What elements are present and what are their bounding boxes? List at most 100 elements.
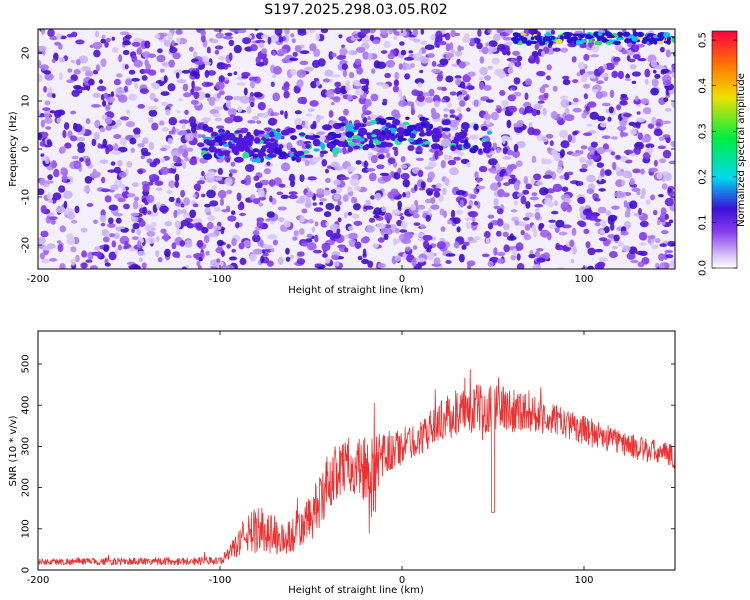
- spectrogram-cell: [272, 51, 277, 56]
- spectrogram-cell: [88, 78, 95, 86]
- spectrogram-cell: [294, 45, 302, 53]
- spectrogram-cell: [224, 117, 234, 124]
- spectrogram-cell: [52, 192, 62, 201]
- spectrogram-cell: [175, 29, 183, 35]
- spectrogram-y-tick-label: 20: [21, 47, 32, 60]
- spectrogram-cell: [431, 60, 437, 67]
- spectrogram-cell: [168, 180, 176, 188]
- spectrogram-cell: [539, 187, 549, 196]
- spectrogram-cell: [216, 239, 224, 247]
- spectrogram-cell: [354, 241, 362, 249]
- spectrogram-cell: [670, 140, 675, 148]
- spectrogram-cell: [93, 49, 101, 58]
- spectrogram-cell: [387, 191, 396, 199]
- spectrogram-cell: [577, 196, 586, 205]
- spectrogram-cell: [311, 226, 316, 232]
- spectrogram-band-cell: [402, 121, 410, 126]
- spectrogram-cell: [661, 183, 668, 190]
- spectrogram-cell: [531, 192, 538, 197]
- spectrogram-cell: [567, 134, 572, 143]
- spectrogram-cell: [188, 116, 196, 125]
- spectrogram-cell: [206, 46, 211, 54]
- spectrogram-cell: [204, 203, 211, 208]
- spectrogram-cell: [385, 152, 391, 159]
- spectrogram-cell: [270, 247, 275, 253]
- spectrogram-cell: [631, 80, 637, 84]
- spectrogram-cell: [616, 104, 622, 111]
- spectrogram-cell: [634, 95, 639, 102]
- spectrogram-cell: [394, 227, 400, 234]
- spectrogram-cell: [393, 79, 399, 87]
- spectrogram-cell: [71, 155, 79, 160]
- spectrogram-cell: [51, 93, 56, 99]
- spectrogram-cell: [193, 253, 203, 259]
- spectrogram-cell: [401, 62, 409, 71]
- spectrogram-y-tick-label: 0: [21, 146, 32, 152]
- spectrogram-cell: [171, 242, 177, 250]
- spectrogram-cell: [190, 89, 195, 96]
- spectrogram-cell: [123, 85, 129, 93]
- spectrogram-cell: [102, 236, 110, 243]
- spectrogram-cell: [75, 254, 80, 263]
- spectrogram-cell: [272, 239, 278, 246]
- spectrogram-band-cell: [313, 148, 320, 152]
- spectrogram-band-cell: [225, 132, 236, 141]
- spectrogram-cell: [89, 265, 98, 269]
- spectrogram-cell: [632, 54, 641, 60]
- spectrogram-cell: [313, 77, 319, 82]
- spectrogram-cell: [157, 257, 163, 263]
- spectrogram-band-cell: [358, 137, 365, 142]
- spectrogram-cell: [214, 49, 220, 55]
- colorbar-tick-label: 0.1: [698, 214, 709, 230]
- spectrogram-cell: [468, 211, 478, 218]
- spectrogram-cell: [182, 83, 189, 92]
- spectrogram-cell: [382, 98, 388, 104]
- spectrogram-cell: [207, 70, 217, 76]
- spectrogram-line-cell: [544, 33, 552, 37]
- spectrogram-cell: [200, 34, 206, 43]
- spectrogram-cell: [597, 206, 607, 214]
- spectrogram-cell: [532, 264, 541, 269]
- spectrogram-cell: [134, 265, 141, 269]
- spectrogram-cell: [160, 91, 170, 96]
- spectrogram-cell: [41, 258, 51, 264]
- spectrogram-cell: [67, 68, 73, 73]
- spectrogram-band-cell: [481, 126, 488, 131]
- spectrogram-cell: [316, 188, 325, 195]
- spectrogram-cell: [601, 102, 611, 107]
- spectrogram-cell: [488, 46, 498, 53]
- spectrogram-cell: [133, 196, 140, 202]
- spectrogram-cell: [601, 219, 607, 229]
- spectrogram-cell: [353, 220, 363, 226]
- spectrogram-cell: [40, 153, 45, 158]
- spectrogram-cell: [496, 208, 504, 215]
- spectrogram-cell: [455, 77, 461, 86]
- spectrogram-cell: [427, 251, 435, 261]
- spectrogram-cell: [46, 243, 56, 249]
- spectrogram-cell: [104, 262, 111, 267]
- spectrogram-cell: [166, 168, 176, 174]
- spectrogram-cell: [44, 111, 50, 119]
- spectrogram-cell: [584, 204, 590, 210]
- spectrogram-cell: [662, 134, 671, 138]
- spectrogram-cell: [308, 132, 313, 137]
- spectrogram-cell: [369, 172, 377, 182]
- spectrogram-cell: [629, 63, 637, 70]
- spectrogram-cell: [436, 241, 446, 250]
- spectrogram-cell: [438, 194, 444, 202]
- spectrogram-cell: [240, 127, 249, 134]
- spectrogram-cell: [45, 180, 54, 184]
- spectrogram-cell: [626, 252, 636, 260]
- spectrogram-cell: [121, 190, 130, 199]
- spectrogram-cell: [111, 36, 116, 41]
- spectrogram-cell: [292, 236, 298, 241]
- spectrogram-cell: [402, 252, 408, 260]
- spectrogram-line-cell: [671, 37, 675, 44]
- spectrogram-band-cell: [242, 151, 250, 159]
- spectrogram-cell: [427, 53, 435, 58]
- spectrogram-line-cell: [548, 40, 554, 46]
- spectrogram-cell: [167, 83, 176, 92]
- spectrogram-cell: [457, 94, 465, 102]
- spectrogram-band-cell: [234, 156, 244, 163]
- spectrogram-cell: [94, 246, 101, 251]
